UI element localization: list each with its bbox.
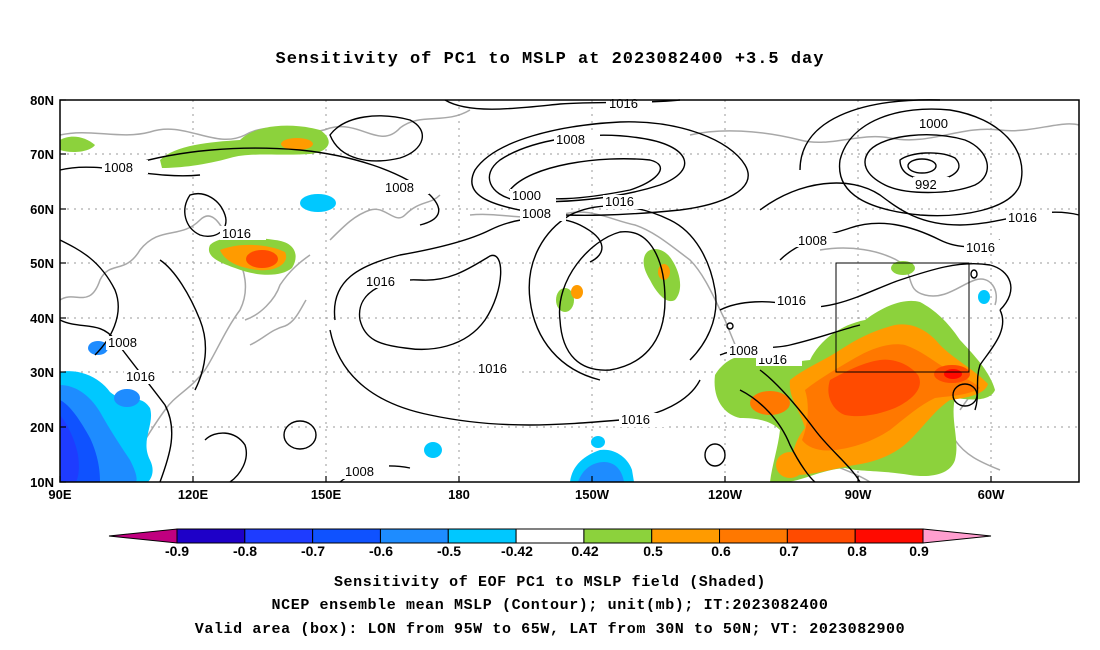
colorbar-cell: [447, 528, 517, 544]
contour-label: 1016: [621, 412, 650, 427]
contour-label: 1016: [1008, 210, 1037, 225]
contour-label: 1000: [919, 116, 948, 131]
colorbar-label: -0.9: [165, 543, 189, 559]
lon-label: 150W: [575, 487, 610, 502]
colorbar-cell: [379, 528, 449, 544]
contour-label: 1008: [385, 180, 414, 195]
lat-label: 70N: [30, 147, 54, 162]
lat-label: 10N: [30, 475, 54, 490]
contour-label: 1016: [777, 293, 806, 308]
colorbar-label: 0.5: [643, 543, 663, 559]
lat-label: 40N: [30, 311, 54, 326]
colorbar-cell: [176, 528, 246, 544]
colorbar-arrow-high: [922, 528, 992, 544]
colorbar-labels: -0.9 -0.8 -0.7 -0.6 -0.5 -0.42 0.42 0.5 …: [165, 543, 929, 559]
contour-labels: 1016 1008 1008 1000 1008 1016 1016 1016 …: [102, 96, 1052, 479]
lon-label: 150E: [311, 487, 342, 502]
valid-area-box: [835, 262, 970, 373]
contour-label: 1016: [366, 274, 395, 289]
contour-label: 1008: [729, 343, 758, 358]
colorbar-label: -0.5: [437, 543, 461, 559]
colorbar-cell: [515, 528, 585, 544]
axis-ticks: [59, 99, 992, 483]
contour-label: 1008: [522, 206, 551, 221]
contour-label: 1016: [126, 369, 155, 384]
chart-title: Sensitivity of PC1 to MSLP at 2023082400…: [275, 50, 825, 69]
contour-label: 1008: [108, 335, 137, 350]
footer-line-1: Sensitivity of EOF PC1 to MSLP field (Sh…: [333, 574, 767, 591]
colorbar-cells: [108, 528, 992, 544]
footer-line-3: Valid area (box): LON from 95W to 65W, L…: [194, 621, 906, 638]
lon-label: 120E: [178, 487, 209, 502]
colorbar-label: 0.8: [847, 543, 867, 559]
latitude-labels: 10N 20N 30N 40N 50N 60N 70N 80N: [30, 93, 54, 490]
colorbar-cell: [583, 528, 653, 544]
colorbar: -0.9 -0.8 -0.7 -0.6 -0.5 -0.42 0.42 0.5 …: [108, 528, 992, 559]
lat-label: 60N: [30, 202, 54, 217]
colorbar-cell: [312, 528, 381, 544]
colorbar-label: -0.6: [369, 543, 393, 559]
colorbar-label: -0.8: [233, 543, 257, 559]
colorbar-arrow-low: [108, 528, 178, 544]
longitude-labels: 90E 120E 150E 180 150W 120W 90W 60W: [48, 487, 1005, 502]
lat-label: 20N: [30, 420, 54, 435]
colorbar-cell: [651, 528, 721, 544]
map-area: 1016 1008 1008 1000 1008 1016 1016 1016 …: [59, 96, 1080, 483]
contour-label: 1000: [512, 188, 541, 203]
lat-label: 30N: [30, 365, 54, 380]
colorbar-label: 0.42: [571, 543, 598, 559]
contour-label: 1016: [966, 240, 995, 255]
lat-label: 80N: [30, 93, 54, 108]
negative-shading: [60, 194, 990, 482]
lon-label: 90W: [845, 487, 872, 502]
positive-shading: [60, 125, 995, 482]
colorbar-label: -0.42: [501, 543, 533, 559]
lon-label: 90E: [48, 487, 71, 502]
map-border: [59, 99, 1080, 483]
colorbar-cell: [786, 528, 856, 544]
lat-label: 50N: [30, 256, 54, 271]
colorbar-cell: [854, 528, 924, 544]
colorbar-label: 0.9: [909, 543, 929, 559]
colorbar-cell: [719, 528, 788, 544]
colorbar-cell: [244, 528, 314, 544]
colorbar-label: 0.6: [711, 543, 731, 559]
contour-label: 1016: [222, 226, 251, 241]
lon-label: 120W: [708, 487, 743, 502]
footer-line-2: NCEP ensemble mean MSLP (Contour); unit(…: [271, 597, 829, 614]
colorbar-label: -0.7: [301, 543, 325, 559]
contour-label: 1008: [345, 464, 374, 479]
contour-label: 1008: [798, 233, 827, 248]
lon-label: 180: [448, 487, 470, 502]
lon-label: 60W: [978, 487, 1005, 502]
colorbar-label: 0.7: [779, 543, 799, 559]
contour-label: 992: [915, 177, 937, 192]
contour-label: 1008: [556, 132, 585, 147]
contour-label: 1016: [609, 96, 638, 111]
contour-label: 1016: [605, 194, 634, 209]
contour-label: 1008: [104, 160, 133, 175]
contour-label: 1016: [478, 361, 507, 376]
